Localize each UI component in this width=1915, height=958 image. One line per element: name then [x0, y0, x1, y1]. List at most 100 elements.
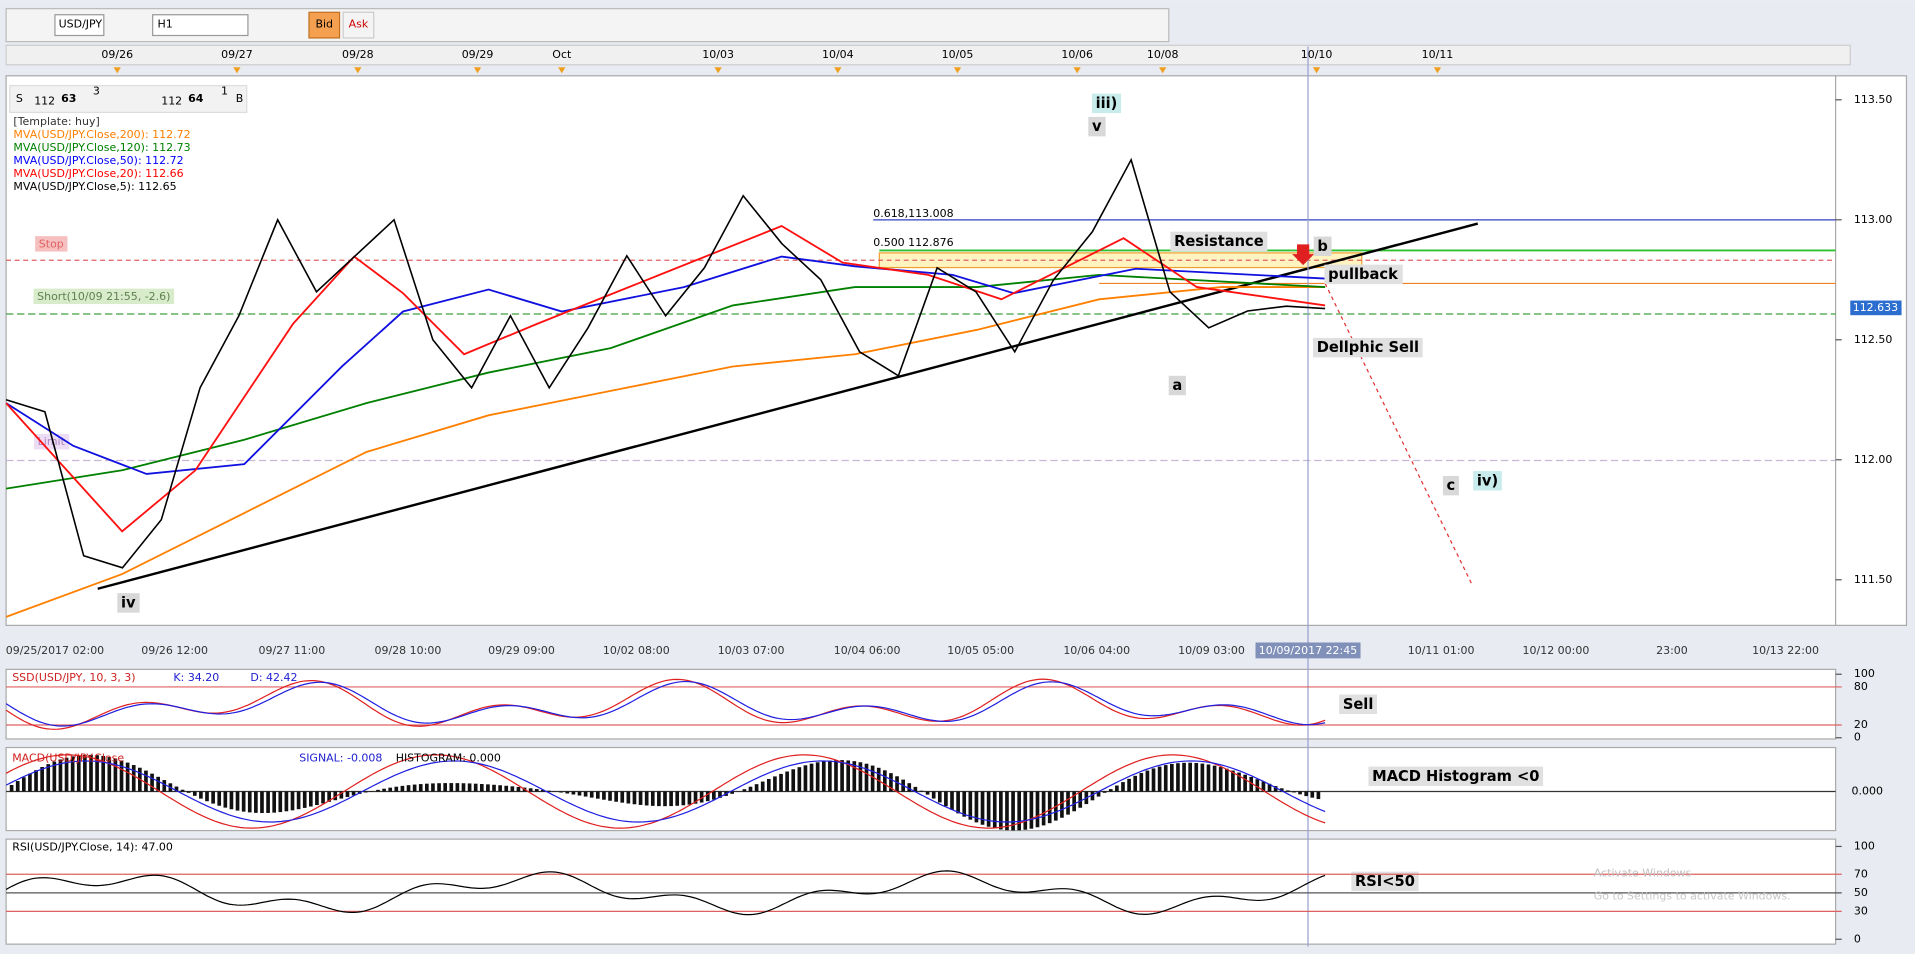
- histogram-bar: [449, 783, 453, 791]
- rsi-tick-label: 50: [1854, 886, 1868, 899]
- time-label: 10/04 06:00: [834, 644, 901, 657]
- histogram-bar: [688, 791, 692, 804]
- date-label: 10/10: [1301, 48, 1333, 61]
- histogram-bar: [242, 791, 246, 811]
- price-axis: [1836, 76, 1907, 626]
- histogram-bar: [871, 766, 875, 792]
- legend-entry: [Template: huy]: [13, 115, 99, 128]
- histogram-bar: [712, 791, 716, 799]
- quote-pips: 64: [188, 92, 204, 105]
- histogram-bar: [987, 791, 991, 826]
- time-label: 10/09 03:00: [1178, 644, 1245, 657]
- watermark-title: Activate Windows: [1594, 866, 1692, 879]
- macd-tick-label: 0.000: [1851, 784, 1882, 797]
- histogram-bar: [413, 785, 417, 792]
- date-label: 09/28: [342, 48, 374, 61]
- date-label: 10/06: [1061, 48, 1093, 61]
- time-label: 10/12 00:00: [1523, 644, 1590, 657]
- fib-label: 0.500 112.876: [873, 236, 953, 249]
- histogram-bar: [840, 760, 844, 791]
- ssd-tick-label: 0: [1854, 731, 1861, 744]
- histogram-bar: [1042, 791, 1046, 825]
- date-label: 09/29: [462, 48, 494, 61]
- current-price: 112.633: [1853, 301, 1898, 314]
- histogram-bar: [761, 782, 765, 792]
- bid-label: Bid: [315, 18, 333, 31]
- histogram-bar: [669, 791, 673, 806]
- rsi-tick-label: 70: [1854, 867, 1868, 880]
- symbol: USD/JPY: [59, 18, 103, 31]
- wave-label: iv: [121, 594, 136, 611]
- histogram-bar: [895, 776, 899, 791]
- histogram-bar: [1152, 768, 1156, 791]
- histogram-bar: [1207, 764, 1211, 791]
- quote-pips: 63: [61, 92, 76, 105]
- time-label: 10/09/2017 22:45: [1259, 644, 1357, 657]
- histogram-bar: [1036, 791, 1040, 827]
- ssd-tick-label: 80: [1854, 680, 1868, 693]
- time-label: 10/06 04:00: [1063, 644, 1130, 657]
- histogram-bar: [364, 791, 368, 792]
- legend-entry: MVA(USD/JPY.Close,20): 112.66: [13, 167, 183, 180]
- histogram-bar: [46, 764, 50, 791]
- note: MACD Histogram <0: [1372, 768, 1539, 785]
- rsi-tick-label: 100: [1854, 839, 1875, 852]
- histogram-bar: [1121, 782, 1125, 791]
- price-tick-label: 111.50: [1854, 573, 1892, 586]
- quote-big: 112: [161, 94, 182, 107]
- watermark-subtitle: Go to Settings to activate Windows.: [1594, 890, 1791, 903]
- histogram-bar: [1066, 791, 1070, 814]
- note: pullback: [1328, 266, 1399, 283]
- histogram-bar: [828, 761, 832, 792]
- time-label: 09/29 09:00: [488, 644, 555, 657]
- histogram-bar: [999, 791, 1003, 829]
- note: RSI<50: [1355, 873, 1415, 890]
- date-label: 09/26: [101, 48, 133, 61]
- histogram-bar: [144, 771, 148, 792]
- histogram-bar: [559, 791, 563, 792]
- histogram-bar: [596, 791, 600, 798]
- histogram-bar: [1048, 791, 1052, 823]
- histogram-bar: [260, 791, 264, 813]
- note: Sell: [1343, 696, 1374, 713]
- histogram-bar: [932, 791, 936, 798]
- histogram-bar: [309, 791, 313, 806]
- histogram-bar: [394, 787, 398, 792]
- histogram-bar: [578, 791, 582, 795]
- ask-label: Ask: [349, 18, 369, 31]
- histogram-bar: [749, 787, 753, 792]
- date-bar: [6, 45, 1850, 65]
- histogram-bar: [297, 791, 301, 809]
- macd-signal: SIGNAL: -0.008: [299, 752, 382, 765]
- date-label: 10/11: [1422, 48, 1454, 61]
- histogram-bar: [657, 791, 661, 806]
- histogram-bar: [1201, 764, 1205, 792]
- histogram-bar: [535, 789, 539, 791]
- histogram-bar: [1115, 786, 1119, 792]
- date-label: 10/04: [822, 48, 854, 61]
- price-tick-label: 113.50: [1854, 93, 1892, 106]
- histogram-bar: [205, 791, 209, 801]
- histogram-bar: [223, 791, 227, 807]
- histogram-bar: [34, 770, 38, 791]
- histogram-bar: [321, 791, 325, 803]
- histogram-bar: [462, 783, 466, 791]
- histogram-bar: [1127, 779, 1131, 792]
- wave-label: a: [1172, 377, 1182, 394]
- histogram-bar: [651, 791, 655, 805]
- histogram-bar: [1317, 791, 1321, 799]
- histogram-bar: [1146, 771, 1150, 792]
- histogram-bar: [150, 774, 154, 792]
- histogram-bar: [443, 783, 447, 791]
- time-label: 10/03 07:00: [718, 644, 785, 657]
- histogram-bar: [181, 790, 185, 792]
- histogram-bar: [938, 791, 942, 802]
- histogram-bar: [1213, 766, 1217, 792]
- histogram-bar: [1030, 791, 1034, 828]
- histogram-bar: [1243, 775, 1247, 792]
- histogram-bar: [1225, 769, 1229, 792]
- histogram-bar: [1158, 767, 1162, 792]
- histogram-bar: [1103, 791, 1107, 792]
